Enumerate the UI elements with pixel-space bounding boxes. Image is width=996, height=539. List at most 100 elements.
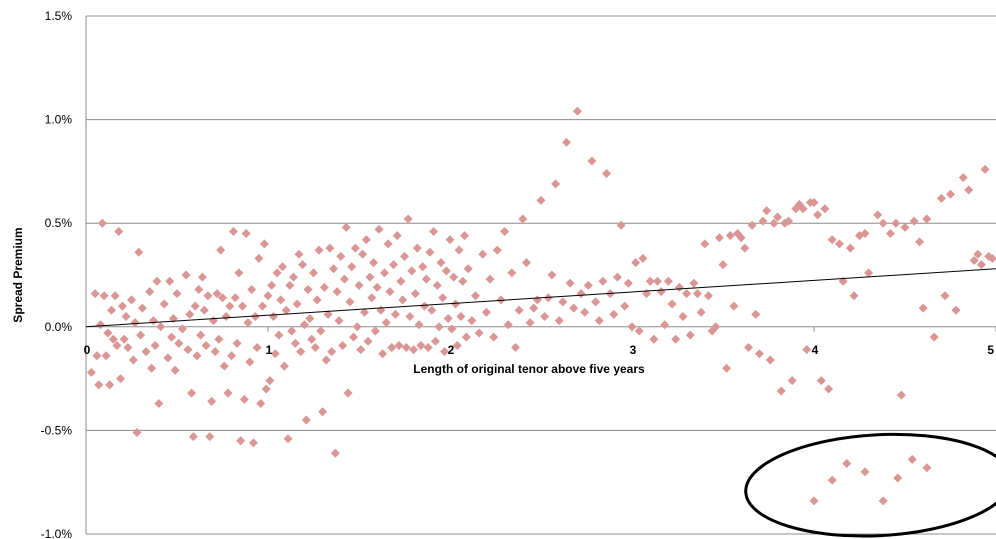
y-tick-label: 1.5% — [45, 9, 73, 23]
data-point — [112, 340, 122, 350]
data-point — [288, 272, 298, 282]
data-point — [267, 280, 277, 290]
trendline-group — [85, 268, 996, 328]
data-point — [119, 334, 129, 344]
data-point — [474, 328, 484, 338]
data-point — [248, 438, 258, 448]
data-point — [922, 214, 932, 224]
data-point — [279, 361, 289, 371]
x-tick-label: 3 — [630, 343, 637, 357]
y-tick-label: 1.0% — [45, 113, 73, 127]
data-point — [907, 454, 917, 464]
data-point — [958, 173, 968, 183]
data-point — [238, 301, 248, 311]
data-point — [547, 270, 557, 280]
data-points — [86, 106, 996, 506]
data-point — [656, 287, 666, 297]
data-point — [99, 291, 109, 301]
data-point — [685, 330, 695, 340]
data-point — [423, 343, 433, 353]
data-point — [225, 301, 235, 311]
data-point — [441, 266, 451, 276]
data-point — [154, 398, 164, 408]
data-point — [671, 334, 681, 344]
data-point — [842, 459, 852, 469]
data-point — [252, 343, 262, 353]
data-point — [347, 262, 357, 272]
data-point — [341, 222, 351, 232]
data-point — [834, 239, 844, 249]
data-point — [693, 289, 703, 299]
data-point — [561, 137, 571, 147]
data-point — [121, 311, 131, 321]
data-point — [403, 214, 413, 224]
data-point — [265, 376, 275, 386]
data-point — [172, 289, 182, 299]
data-point — [239, 394, 249, 404]
data-point — [634, 326, 644, 336]
data-point — [663, 276, 673, 286]
data-point — [303, 285, 313, 295]
data-point — [769, 218, 779, 228]
data-point — [776, 386, 786, 396]
data-point — [940, 291, 950, 301]
data-point — [394, 340, 404, 350]
data-point — [747, 220, 757, 230]
data-point — [878, 496, 888, 506]
data-point — [518, 214, 528, 224]
data-point — [432, 280, 442, 290]
data-point — [110, 291, 120, 301]
data-point — [447, 324, 457, 334]
data-point — [827, 475, 837, 485]
data-point — [374, 224, 384, 234]
data-point — [864, 268, 874, 278]
data-point — [278, 262, 288, 272]
data-point — [183, 345, 193, 355]
data-point — [361, 235, 371, 245]
data-point — [525, 318, 535, 328]
data-point — [254, 253, 264, 263]
data-point — [576, 289, 586, 299]
data-point — [219, 361, 229, 371]
data-point — [736, 233, 746, 243]
data-point — [478, 249, 488, 259]
data-point — [177, 324, 187, 334]
data-point — [620, 301, 630, 311]
data-point — [587, 156, 597, 166]
data-point — [108, 334, 118, 344]
data-point — [201, 340, 211, 350]
data-point — [227, 351, 237, 361]
data-point — [492, 245, 502, 255]
data-point — [878, 218, 888, 228]
data-point — [223, 388, 233, 398]
gridlines — [86, 15, 996, 535]
data-point — [392, 231, 402, 241]
data-point — [376, 305, 386, 315]
data-point — [92, 351, 102, 361]
data-point — [332, 287, 342, 297]
data-point — [147, 363, 157, 373]
annotation-ellipse — [744, 432, 996, 538]
data-point — [725, 231, 735, 241]
data-point — [951, 305, 961, 315]
data-point — [116, 374, 126, 384]
data-point — [97, 218, 107, 228]
data-point — [915, 237, 925, 247]
data-point — [458, 276, 468, 286]
data-point — [400, 251, 409, 261]
data-point — [503, 320, 513, 330]
data-point — [314, 245, 324, 255]
data-point — [381, 318, 391, 328]
y-axis-title: Spread Premium — [11, 227, 25, 322]
x-tick-label: 0 — [84, 343, 91, 357]
data-point — [398, 295, 408, 305]
data-point — [321, 355, 331, 365]
data-point — [181, 270, 191, 280]
data-point — [784, 216, 794, 226]
data-point — [369, 258, 379, 268]
data-point — [105, 380, 115, 390]
y-tick-label: 0.5% — [45, 216, 73, 230]
axes — [85, 16, 996, 534]
data-point — [409, 345, 419, 355]
data-point — [718, 260, 728, 270]
